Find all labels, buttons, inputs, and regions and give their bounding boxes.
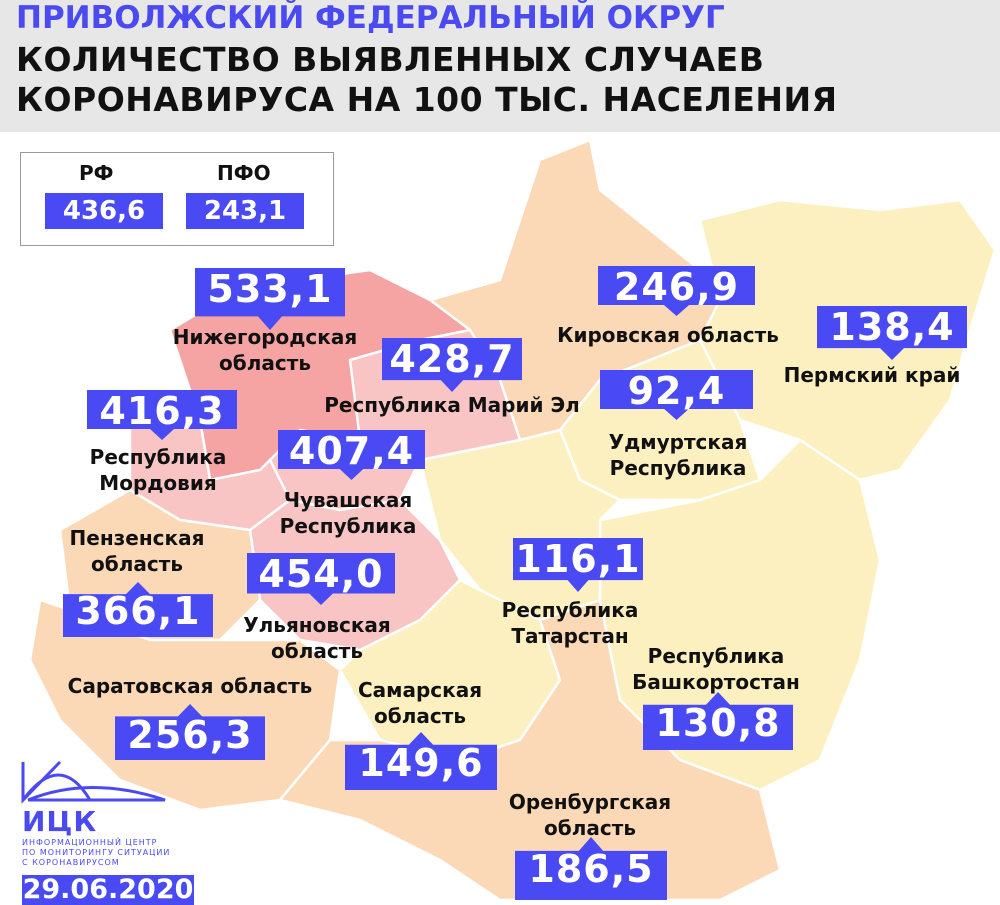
- name-line: Пензенская: [69, 526, 205, 550]
- logo-sub-line: ПО МОНИТОРИНГУ СИТУАЦИИ: [22, 848, 171, 857]
- name-orenburg: Оренбургская область: [509, 789, 671, 841]
- name-line: Саратовская область: [67, 674, 313, 698]
- name-penza: Пензенская область: [70, 525, 205, 577]
- name-saratov: Саратовская область: [68, 673, 313, 699]
- name-line: Татарстан: [511, 624, 629, 648]
- title-line-2: КОЛИЧЕСТВО ВЫЯВЛЕННЫХ СЛУЧАЕВ: [16, 40, 765, 79]
- name-line: Чувашская: [283, 488, 413, 512]
- name-line: область: [271, 639, 363, 663]
- rf-value: 436,6: [45, 193, 163, 229]
- logo-name: ИЦК: [22, 805, 98, 838]
- name-udmurt: Удмуртская Республика: [609, 429, 748, 481]
- title-line-3: КОРОНАВИРУСА НА 100 ТЫС. НАСЕЛЕНИЯ: [16, 80, 838, 119]
- name-kirov: Кировская область: [557, 322, 779, 348]
- name-line: область: [219, 351, 311, 375]
- date-badge: 29.06.2020: [22, 874, 194, 905]
- logo-sub-line: ИНФОРМАЦИОННЫЙ ЦЕНТР: [22, 838, 158, 847]
- summary-box: РФ 436,6 ПФО 243,1: [20, 152, 334, 246]
- name-nizhny: Нижегородская область: [173, 324, 357, 376]
- logo-sub-line: С КОРОНАВИРУСОМ: [22, 858, 120, 867]
- name-mari: Республика Марий Эл: [324, 392, 580, 418]
- rf-label: РФ: [79, 161, 114, 185]
- name-line: Республика: [609, 456, 747, 480]
- name-ulyanovsk: Ульяновская область: [243, 612, 391, 664]
- name-mordovia: Республика Мордовия: [90, 444, 227, 496]
- name-chuvash: Чувашская Республика: [280, 487, 417, 539]
- title-district: ПРИВОЛЖСКИЙ ФЕДЕРАЛЬНЫЙ ОКРУГ: [16, 0, 725, 36]
- logo-mark-icon: [21, 760, 166, 804]
- name-line: Кировская область: [557, 323, 779, 347]
- name-line: Башкортостан: [632, 670, 800, 694]
- name-line: Республика Марий Эл: [324, 393, 580, 417]
- name-line: область: [91, 552, 183, 576]
- pfo-label: ПФО: [217, 161, 271, 185]
- logo-subtitle: ИНФОРМАЦИОННЫЙ ЦЕНТР ПО МОНИТОРИНГУ СИТУ…: [22, 838, 170, 868]
- name-line: Оренбургская: [508, 790, 672, 814]
- name-line: область: [544, 816, 636, 840]
- name-line: Республика: [279, 514, 417, 538]
- value-mari: 428,7: [382, 338, 522, 392]
- name-line: Удмуртская: [608, 430, 748, 454]
- name-line: Мордовия: [99, 471, 217, 495]
- name-line: Пермский край: [783, 363, 961, 387]
- pfo-value: 243,1: [186, 193, 304, 229]
- name-line: Ульяновская: [243, 613, 391, 637]
- name-bashkortostan: Республика Башкортостан: [632, 643, 800, 695]
- header: ПРИВОЛЖСКИЙ ФЕДЕРАЛЬНЫЙ ОКРУГ КОЛИЧЕСТВО…: [0, 0, 1000, 132]
- name-line: Нижегородская: [172, 325, 358, 349]
- name-samara: Самарская область: [358, 677, 482, 729]
- name-line: Самарская: [357, 678, 483, 702]
- region-orenburg[interactable]: [278, 598, 782, 900]
- name-line: Республика: [501, 598, 639, 622]
- name-perm: Пермский край: [784, 362, 961, 388]
- name-line: Республика: [89, 445, 227, 469]
- name-line: Республика: [647, 644, 785, 668]
- name-line: область: [374, 704, 466, 728]
- name-tatarstan: Республика Татарстан: [502, 597, 639, 649]
